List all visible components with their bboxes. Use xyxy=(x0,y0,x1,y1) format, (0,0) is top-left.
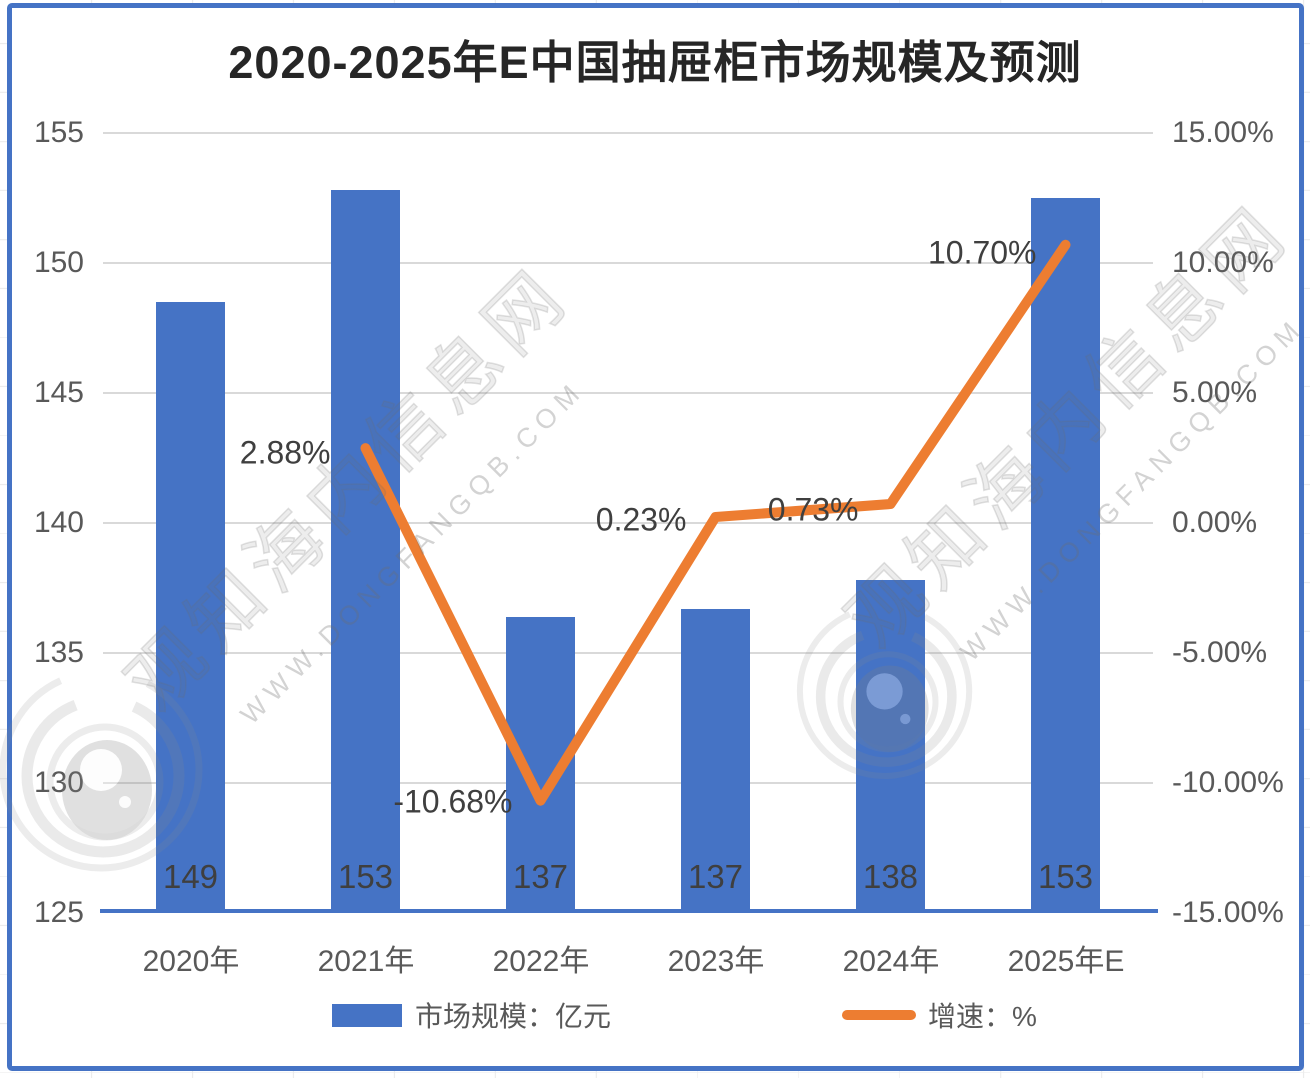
growth-point-label: 0.73% xyxy=(767,491,859,528)
gridline xyxy=(103,262,1153,264)
x-category-label: 2020年 xyxy=(142,945,240,978)
left-axis-tick: 130 xyxy=(33,766,84,799)
left-axis-tick: 150 xyxy=(33,246,84,279)
bar-value-label: 137 xyxy=(687,858,744,895)
growth-point-label: 0.23% xyxy=(595,501,687,538)
bar-value-label: 149 xyxy=(162,858,219,895)
gridline xyxy=(103,782,1153,784)
left-axis-tick: 145 xyxy=(33,376,84,409)
right-axis-tick: -10.00% xyxy=(1172,766,1284,799)
left-axis-tick: 140 xyxy=(33,506,84,539)
bar-2024年 xyxy=(856,580,925,909)
growth-point-label: -10.68% xyxy=(393,783,513,820)
bar-2023年 xyxy=(681,608,750,909)
gridline xyxy=(103,132,1153,134)
legend-label: 增速：% xyxy=(928,1001,1037,1032)
left-axis-tick: 125 xyxy=(33,896,84,929)
right-axis-tick: -15.00% xyxy=(1172,896,1284,929)
legend-label: 市场规模：亿元 xyxy=(415,1001,612,1032)
bar-value-label: 153 xyxy=(1037,858,1094,895)
x-category-label: 2021年 xyxy=(317,945,415,978)
left-axis-tick: 155 xyxy=(33,116,84,149)
bar-2025年E xyxy=(1031,198,1100,909)
x-category-label: 2022年 xyxy=(492,945,590,978)
chart-title: 2020-2025年E中国抽屉柜市场规模及预测 xyxy=(228,37,1082,88)
growth-point-label: 10.70% xyxy=(927,234,1037,271)
gridline xyxy=(103,522,1153,524)
bar-2021年 xyxy=(331,190,400,909)
bar-value-label: 138 xyxy=(862,858,919,895)
legend-item-market-size: 市场规模：亿元 xyxy=(332,998,611,1032)
bar-2020年 xyxy=(156,302,225,909)
growth-point-label: 2.88% xyxy=(239,434,331,471)
right-axis-tick: 15.00% xyxy=(1172,116,1274,149)
bar-value-label: 153 xyxy=(337,858,394,895)
right-axis-tick: 10.00% xyxy=(1172,246,1274,279)
gridline xyxy=(103,392,1153,394)
x-axis-line xyxy=(100,909,1158,913)
legend-bar-swatch xyxy=(332,1003,402,1027)
x-category-label: 2025年E xyxy=(1007,945,1125,978)
legend: 市场规模：亿元 增速：% xyxy=(0,998,1310,1032)
legend-item-growth: 增速：% xyxy=(842,998,1037,1032)
right-axis-tick: 5.00% xyxy=(1172,376,1258,409)
legend-line-swatch xyxy=(842,1010,916,1020)
right-axis-tick: -5.00% xyxy=(1172,636,1268,669)
left-axis-tick: 135 xyxy=(33,636,84,669)
bar-value-label: 137 xyxy=(512,858,569,895)
x-category-label: 2023年 xyxy=(667,945,765,978)
right-axis-tick: 0.00% xyxy=(1172,506,1258,539)
x-category-label: 2024年 xyxy=(842,945,940,978)
